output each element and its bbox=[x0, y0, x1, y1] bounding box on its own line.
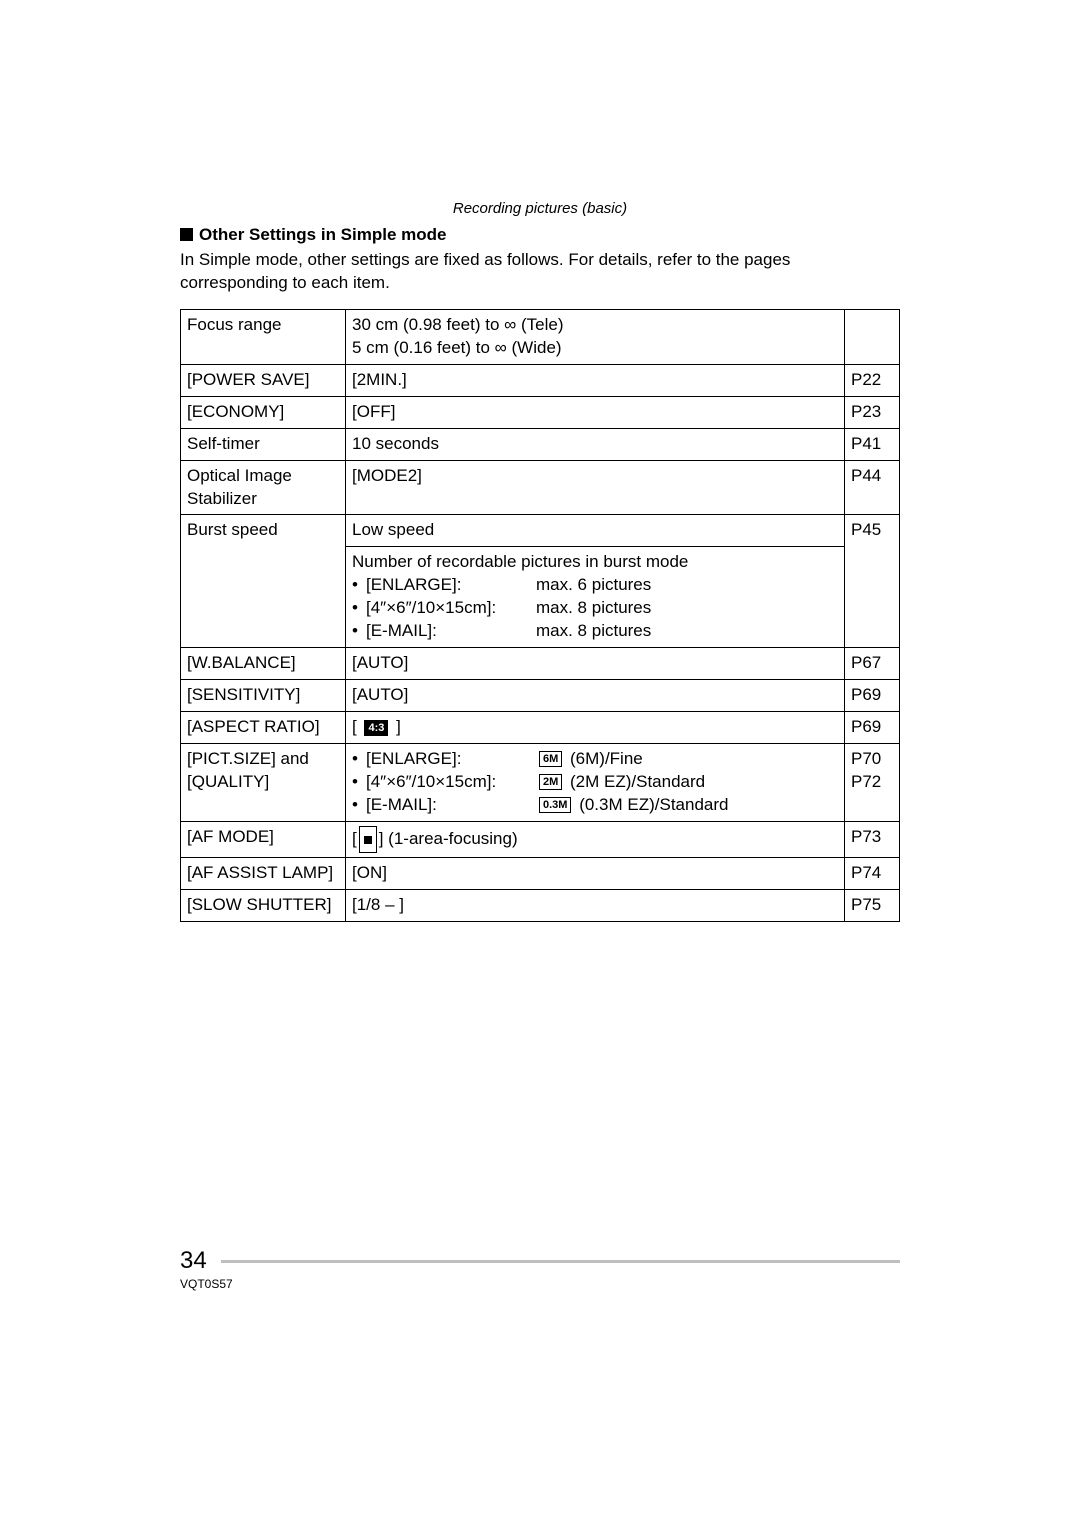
setting-label bbox=[181, 547, 346, 648]
setting-label: Burst speed bbox=[181, 515, 346, 547]
setting-value: [1/8 – ] bbox=[346, 889, 845, 921]
aspect-icon: 4:3 bbox=[364, 720, 388, 736]
setting-label: Optical Image Stabilizer bbox=[181, 460, 346, 515]
setting-label: [AF MODE] bbox=[181, 821, 346, 857]
setting-page: P45 bbox=[845, 515, 900, 547]
size-icon: 0.3M bbox=[539, 797, 571, 813]
setting-page: P74 bbox=[845, 857, 900, 889]
intro-text: In Simple mode, other settings are fixed… bbox=[180, 249, 900, 295]
setting-value: Low speed bbox=[346, 515, 845, 547]
afmode-value: [] (1-area-focusing) bbox=[346, 821, 845, 857]
footer-rule bbox=[221, 1260, 900, 1263]
setting-value: 10 seconds bbox=[346, 428, 845, 460]
setting-page: P44 bbox=[845, 460, 900, 515]
page-footer: 34 VQT0S57 bbox=[180, 1247, 900, 1291]
setting-page: P69 bbox=[845, 712, 900, 744]
square-bullet-icon bbox=[180, 228, 193, 241]
setting-label: Self-timer bbox=[181, 428, 346, 460]
setting-value: 30 cm (0.98 feet) to ∞ (Tele)5 cm (0.16 … bbox=[346, 309, 845, 364]
setting-label: Focus range bbox=[181, 309, 346, 364]
pict-value: •[ENLARGE]:6M (6M)/Fine•[4″×6″/10×15cm]:… bbox=[346, 743, 845, 821]
setting-value: [2MIN.] bbox=[346, 364, 845, 396]
setting-label: [SENSITIVITY] bbox=[181, 680, 346, 712]
setting-page: P73 bbox=[845, 821, 900, 857]
setting-label: [PICT.SIZE] and[QUALITY] bbox=[181, 743, 346, 821]
section-header: Recording pictures (basic) bbox=[180, 200, 900, 217]
subheading-text: Other Settings in Simple mode bbox=[199, 225, 446, 244]
doc-id: VQT0S57 bbox=[180, 1277, 900, 1291]
setting-label: [AF ASSIST LAMP] bbox=[181, 857, 346, 889]
setting-value: [ON] bbox=[346, 857, 845, 889]
setting-label: [SLOW SHUTTER] bbox=[181, 889, 346, 921]
setting-page: P23 bbox=[845, 396, 900, 428]
aspect-value: [ 4:3 ] bbox=[346, 712, 845, 744]
settings-table: Focus range30 cm (0.98 feet) to ∞ (Tele)… bbox=[180, 309, 900, 922]
setting-page: P69 bbox=[845, 680, 900, 712]
size-icon: 2M bbox=[539, 774, 562, 790]
setting-page bbox=[845, 309, 900, 364]
setting-value: [MODE2] bbox=[346, 460, 845, 515]
setting-page bbox=[845, 547, 900, 648]
setting-value: [OFF] bbox=[346, 396, 845, 428]
setting-page: P70P72 bbox=[845, 743, 900, 821]
setting-page: P67 bbox=[845, 648, 900, 680]
setting-label: [POWER SAVE] bbox=[181, 364, 346, 396]
setting-page: P75 bbox=[845, 889, 900, 921]
setting-value: [AUTO] bbox=[346, 680, 845, 712]
setting-page: P22 bbox=[845, 364, 900, 396]
setting-label: [ECONOMY] bbox=[181, 396, 346, 428]
page-number: 34 bbox=[180, 1247, 207, 1275]
subheading: Other Settings in Simple mode bbox=[180, 225, 900, 245]
setting-page: P41 bbox=[845, 428, 900, 460]
setting-label: [W.BALANCE] bbox=[181, 648, 346, 680]
setting-label: [ASPECT RATIO] bbox=[181, 712, 346, 744]
size-icon: 6M bbox=[539, 751, 562, 767]
burst-detail: Number of recordable pictures in burst m… bbox=[346, 547, 845, 648]
af-area-icon bbox=[359, 826, 377, 853]
setting-value: [AUTO] bbox=[346, 648, 845, 680]
